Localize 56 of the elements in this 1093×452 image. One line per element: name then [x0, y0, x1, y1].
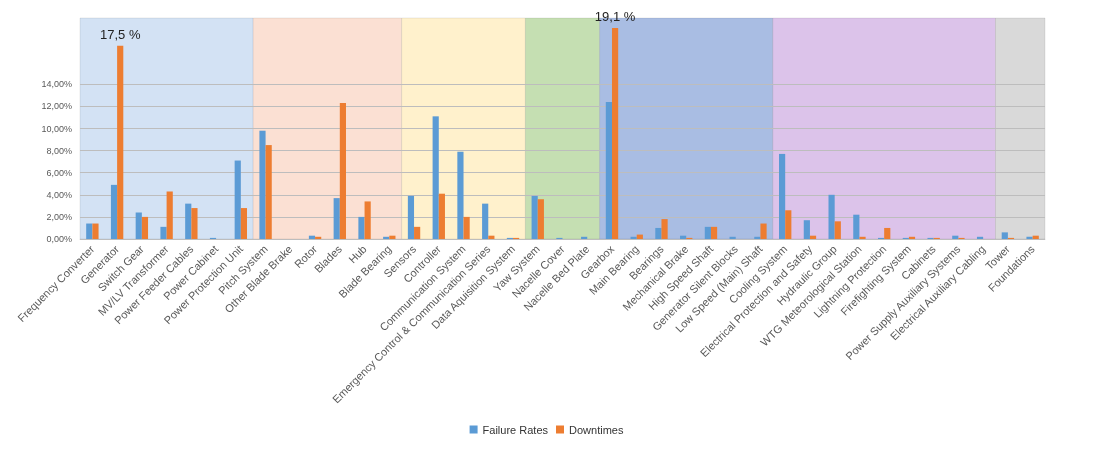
bar: [117, 45, 124, 239]
data-label: 19,1 %: [594, 8, 636, 24]
y-tick-label: 0,00%: [46, 234, 72, 244]
bar: [438, 193, 445, 239]
y-tick-label: 8,00%: [46, 145, 72, 156]
bar: [240, 208, 248, 239]
bar: [1001, 232, 1008, 239]
bar: [828, 194, 835, 239]
bar: [234, 160, 241, 239]
bar: [160, 226, 167, 239]
bar: [432, 116, 439, 239]
bar: [710, 226, 718, 239]
bar: [92, 223, 99, 239]
bar: [135, 212, 142, 239]
bar: [834, 221, 841, 239]
bar: [482, 203, 489, 239]
data-label: 17,5 %: [99, 26, 141, 42]
legend-label: Failure Rates: [482, 423, 549, 436]
bar: [265, 145, 272, 239]
legend-label: Downtimes: [569, 423, 624, 436]
y-tick-label: 2,00%: [46, 211, 72, 222]
bar: [859, 236, 866, 239]
bar: [259, 130, 266, 239]
bar: [531, 195, 538, 239]
bar: [141, 216, 149, 239]
bar: [414, 226, 421, 239]
y-tick-label: 10,00%: [41, 123, 72, 134]
bar: [611, 27, 619, 239]
bar: [407, 195, 415, 239]
bar: [333, 198, 340, 239]
bar: [185, 203, 192, 239]
bar: [86, 223, 93, 239]
bar: [779, 153, 786, 239]
bar: [1026, 236, 1033, 239]
bar: [364, 201, 371, 239]
bar: [191, 208, 198, 239]
bar: [655, 227, 662, 239]
bar: [537, 199, 544, 239]
bar: [760, 223, 767, 239]
bar: [884, 227, 891, 239]
bar: [661, 219, 668, 239]
bar: [463, 216, 470, 239]
bar: [110, 184, 118, 239]
bar: [785, 210, 792, 239]
bar: [704, 226, 711, 239]
bar: [457, 151, 464, 239]
bar: [803, 220, 810, 239]
y-tick-label: 12,00%: [41, 101, 72, 112]
bar: [339, 103, 346, 239]
bar: [605, 101, 612, 239]
bar: [853, 214, 860, 239]
y-tick-label: 14,00%: [41, 79, 72, 90]
y-tick-label: 6,00%: [46, 167, 72, 178]
bar: [358, 216, 365, 239]
bar: [166, 191, 173, 239]
y-tick-label: 4,00%: [46, 189, 72, 200]
